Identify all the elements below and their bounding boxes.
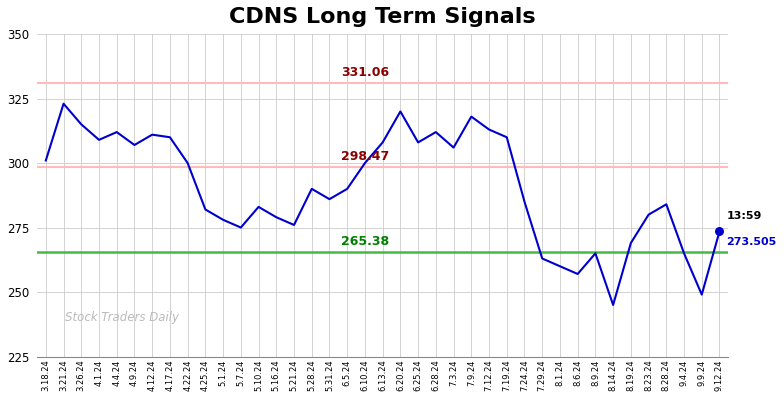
Text: Stock Traders Daily: Stock Traders Daily [64, 311, 179, 324]
Title: CDNS Long Term Signals: CDNS Long Term Signals [230, 7, 536, 27]
Text: 13:59: 13:59 [727, 211, 762, 221]
Text: 331.06: 331.06 [341, 66, 389, 79]
Text: 265.38: 265.38 [341, 236, 389, 248]
Text: 298.47: 298.47 [341, 150, 389, 163]
Point [713, 228, 726, 234]
Text: 273.505: 273.505 [727, 236, 777, 246]
